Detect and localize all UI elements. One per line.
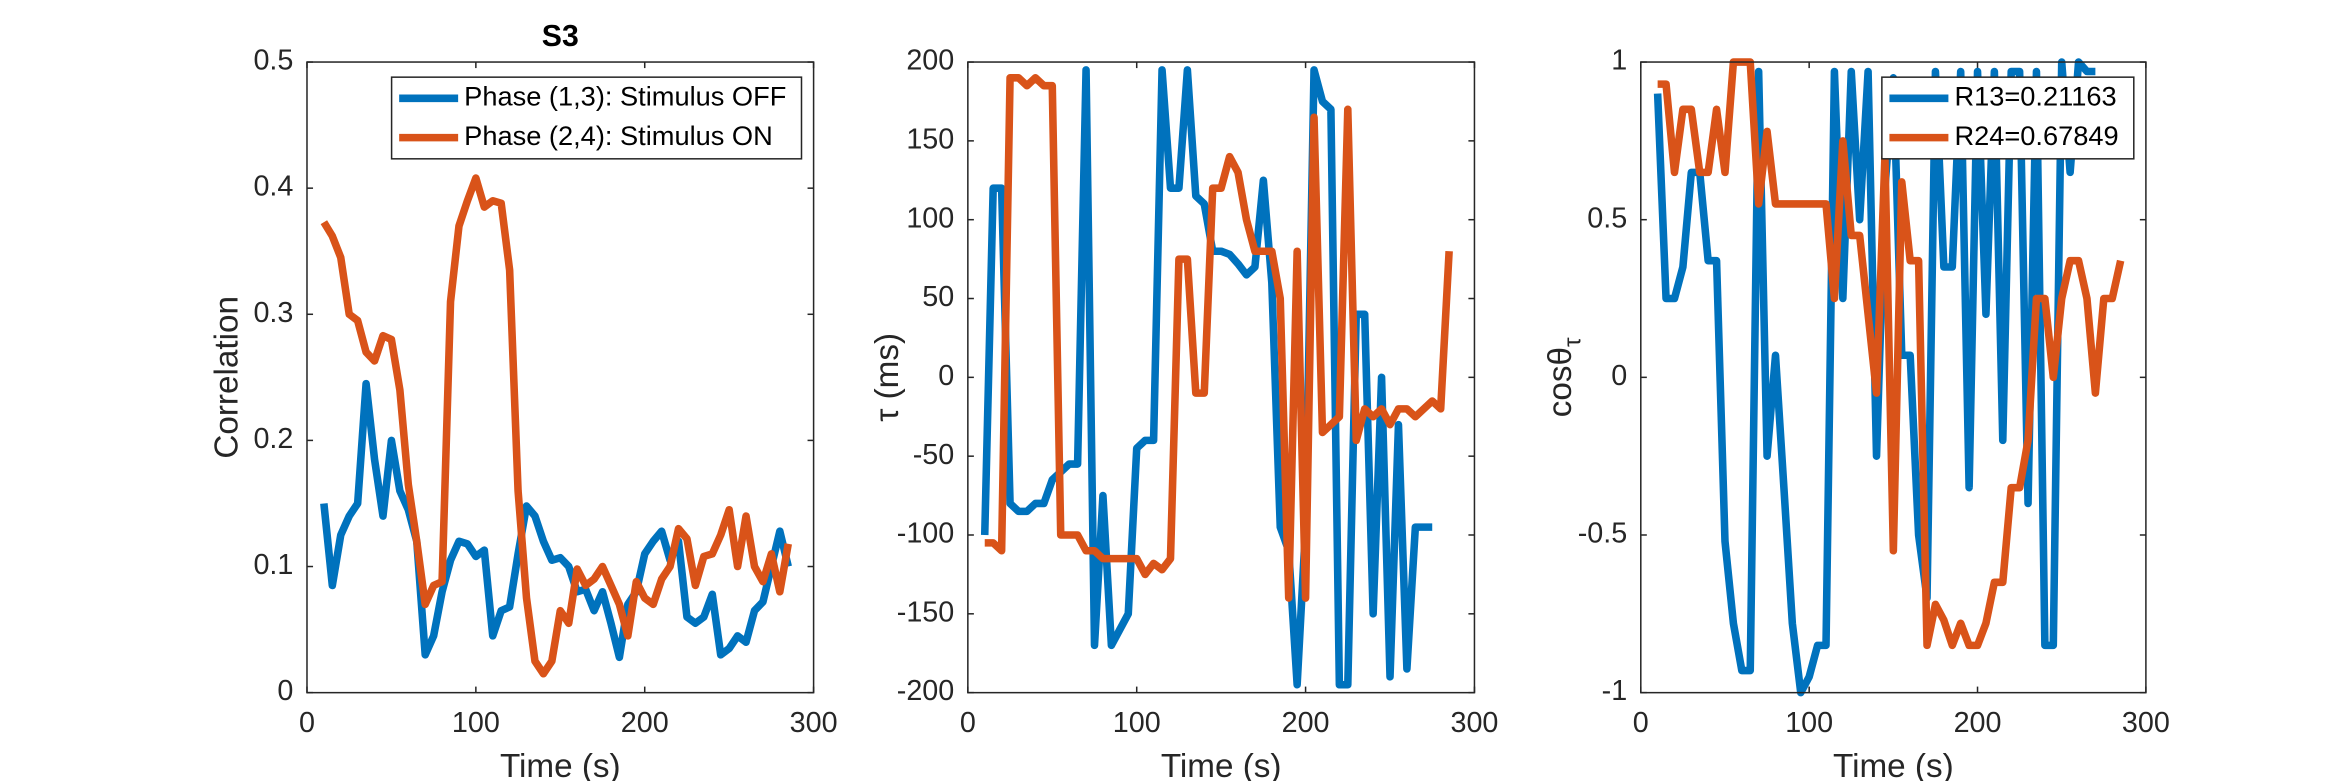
y-tick-label: 0 (938, 360, 954, 392)
x-axis-label: Time (s) (1161, 748, 1282, 781)
x-axis-label: Time (s) (500, 748, 621, 781)
data-line (320, 174, 792, 678)
data-line (984, 74, 1453, 602)
axes-box (967, 61, 1476, 694)
x-tick-label: 300 (2122, 707, 2170, 739)
y-tick-label: 0.3 (253, 297, 293, 329)
y-tick-label: 0 (1611, 360, 1627, 392)
x-tick-label: 0 (960, 707, 976, 739)
x-tick-label: 100 (452, 707, 500, 739)
axes-box (1640, 61, 2147, 694)
x-axis-label: Time (s) (1833, 748, 1954, 781)
x-tick-label: 200 (1282, 707, 1330, 739)
x-tick-label: 100 (1785, 707, 1833, 739)
x-tick-label: 0 (1633, 707, 1649, 739)
y-tick-label: -1 (1602, 675, 1628, 707)
y-axis-label-main: Correlation (208, 296, 245, 459)
y-tick-label: 150 (906, 123, 954, 155)
legend-label: Phase (2,4): Stimulus ON (464, 120, 773, 151)
y-axis-label: τ (ms) (869, 333, 906, 422)
legend-label: R13=0.21163 (1954, 81, 2116, 112)
legend-box (390, 76, 803, 160)
y-tick-label: 200 (906, 45, 954, 77)
y-tick-label: 0.5 (253, 45, 293, 77)
y-axis-label-sub: τ (1560, 337, 1587, 347)
chart-title: S3 (542, 20, 579, 53)
y-axis-label: Correlation (208, 296, 245, 459)
x-tick-label: 0 (299, 707, 315, 739)
axes-box (306, 61, 815, 694)
y-tick-label: 100 (906, 202, 954, 234)
y-tick-label: -200 (897, 675, 954, 707)
legend: Phase (1,3): Stimulus OFF Phase (2,4): St… (390, 76, 803, 160)
y-axis-label-main: cosθ (1542, 347, 1579, 417)
y-tick-label: 1 (1611, 45, 1627, 77)
legend-box (1881, 76, 2135, 160)
x-tick-label: 300 (1450, 707, 1498, 739)
x-tick-label: 100 (1113, 707, 1161, 739)
legend: R13=0.21163 R24=0.67849 (1881, 76, 2135, 160)
y-tick-label: -50 (913, 439, 955, 471)
data-line (1653, 58, 2096, 697)
x-tick-label: 200 (621, 707, 669, 739)
y-tick-label: 50 (922, 281, 954, 313)
x-tick-label: 200 (1954, 707, 2002, 739)
y-tick-label: 0.1 (253, 549, 293, 581)
y-axis-label: cosθτ (1542, 337, 1587, 417)
y-tick-label: -150 (897, 596, 954, 628)
y-tick-label: -0.5 (1578, 518, 1628, 550)
data-line (320, 379, 792, 662)
y-tick-label: -100 (897, 518, 954, 550)
plot-area (306, 62, 814, 693)
legend-label: Phase (1,3): Stimulus OFF (464, 81, 786, 112)
legend-label: R24=0.67849 (1954, 120, 2118, 151)
y-tick-label: 0.2 (253, 423, 293, 455)
y-axis-label-main: τ (ms) (869, 333, 906, 422)
x-tick-label: 300 (790, 707, 838, 739)
y-tick-label: 0.5 (1587, 202, 1627, 234)
plot-area (967, 62, 1475, 693)
y-tick-label: 0 (277, 675, 293, 707)
y-tick-label: 0.4 (253, 171, 293, 203)
